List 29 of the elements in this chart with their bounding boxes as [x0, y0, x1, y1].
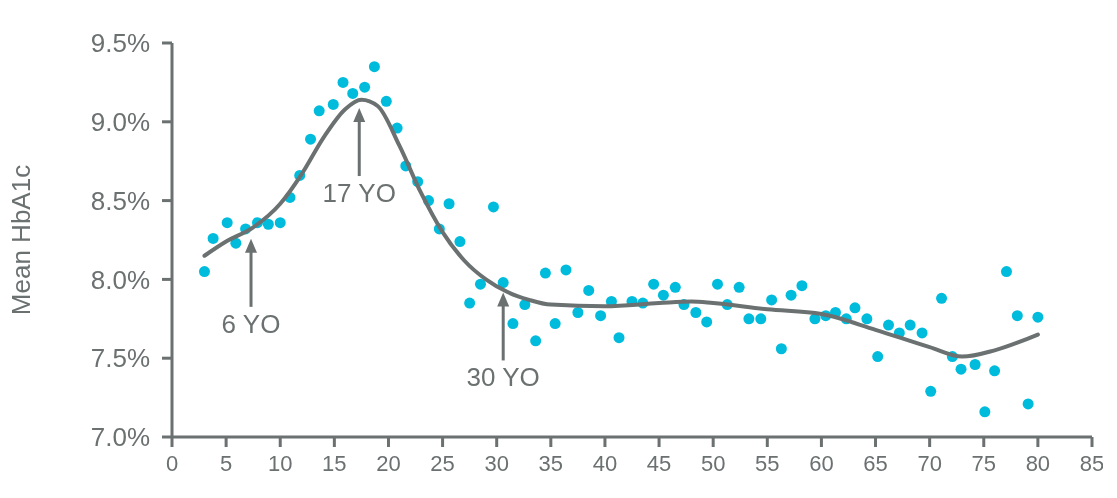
- x-tick-label: 20: [376, 451, 401, 476]
- y-tick-label: 9.0%: [90, 106, 150, 137]
- x-tick-label: 75: [971, 451, 997, 476]
- x-tick-label: 80: [1025, 451, 1051, 476]
- annotation: 6 YO: [221, 308, 281, 339]
- y-tick-label: 8.5%: [90, 185, 150, 216]
- x-tick-label: 30: [484, 451, 509, 476]
- x-tick-label: 70: [917, 451, 942, 476]
- y-tick-label: 7.5%: [90, 343, 150, 374]
- x-tick-label: 5: [219, 451, 233, 476]
- y-tick-label: 9.5%: [90, 28, 150, 59]
- y-tick-label: 8.0%: [90, 264, 150, 295]
- x-tick-label: 85: [1079, 451, 1105, 476]
- x-tick-label: 45: [646, 451, 672, 476]
- x-tick-label: 15: [322, 451, 347, 476]
- x-tick-label: 35: [538, 451, 564, 476]
- x-tick-label: 50: [700, 451, 726, 476]
- annotation: 17 YO: [322, 178, 396, 209]
- x-tick-label: 65: [863, 451, 888, 476]
- y-axis-title: Mean HbA1c: [6, 164, 36, 316]
- annotation: 30 YO: [466, 362, 540, 393]
- x-tick-label: 0: [165, 451, 179, 476]
- y-tick-label: 7.0%: [90, 422, 150, 453]
- x-tick-label: 55: [755, 451, 780, 476]
- x-tick-label: 40: [592, 451, 618, 476]
- x-tick-label: 10: [267, 451, 293, 476]
- line-series: [202, 97, 1040, 359]
- x-tick-label: 60: [809, 451, 834, 476]
- x-tick-label: 25: [430, 451, 455, 476]
